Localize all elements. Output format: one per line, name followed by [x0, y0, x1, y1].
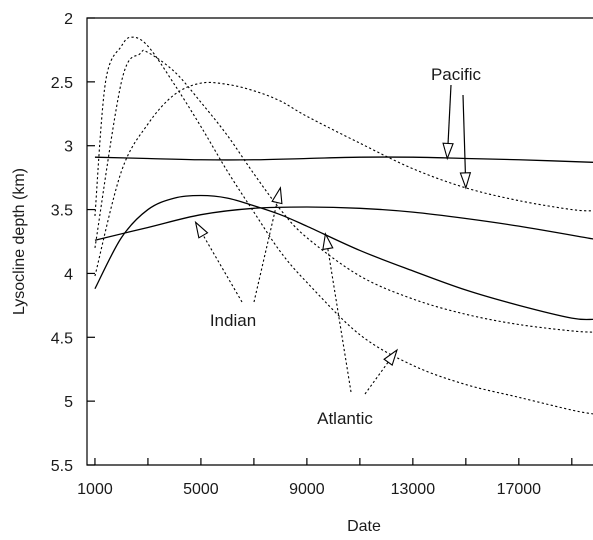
pacific-pointer-line: [462, 94, 466, 173]
x-tick-label: 5000: [183, 481, 219, 498]
x-tick-label: 9000: [289, 481, 325, 498]
indian-pointer-line: [202, 235, 243, 303]
atlantic-pointer-line: [364, 361, 389, 395]
y-tick-label: 3: [64, 139, 73, 156]
x-axis-label: Date: [347, 518, 381, 535]
y-axis-label: Lysocline depth (km): [11, 168, 28, 315]
atlantic-solid-series-line: [94, 206, 593, 241]
pacific-dotted-series-line: [94, 49, 593, 333]
pacific-label: Pacific: [431, 65, 482, 84]
axis-frame: [86, 17, 593, 466]
pacific-dotted-series-line: [94, 81, 593, 277]
annotations-group: Pacific Indian Atlantic: [194, 65, 482, 428]
x-tick-label: 1000: [77, 481, 113, 498]
y-tick-label: 5: [64, 394, 73, 411]
y-tick-label: 4.5: [51, 330, 73, 347]
y-tick-label: 5.5: [51, 458, 73, 475]
y-tick-label: 2: [64, 11, 73, 28]
indian-solid-series-line: [94, 194, 593, 321]
x-tick-label: 17000: [497, 481, 542, 498]
y-tick-label: 4: [64, 266, 73, 283]
x-tick-label: 13000: [391, 481, 436, 498]
indian-arrowhead: [194, 220, 209, 239]
indian-dotted-series-line: [94, 36, 593, 415]
atlantic-arrowhead: [322, 232, 334, 251]
series-group: [94, 36, 593, 415]
indian-arrowhead: [271, 186, 283, 205]
y-tick-label: 3.5: [51, 203, 73, 220]
atlantic-pointer-line: [327, 248, 352, 393]
atlantic-arrowhead: [383, 348, 398, 367]
pacific-arrowhead: [459, 172, 472, 190]
pacific-arrowhead: [442, 142, 454, 161]
y-tick-label: 2.5: [51, 75, 73, 92]
indian-pointer-line: [253, 202, 278, 303]
pacific-pointer-line: [447, 84, 452, 144]
pacific-solid-series-line: [94, 156, 593, 163]
indian-label: Indian: [210, 311, 256, 330]
atlantic-label: Atlantic: [317, 409, 373, 428]
